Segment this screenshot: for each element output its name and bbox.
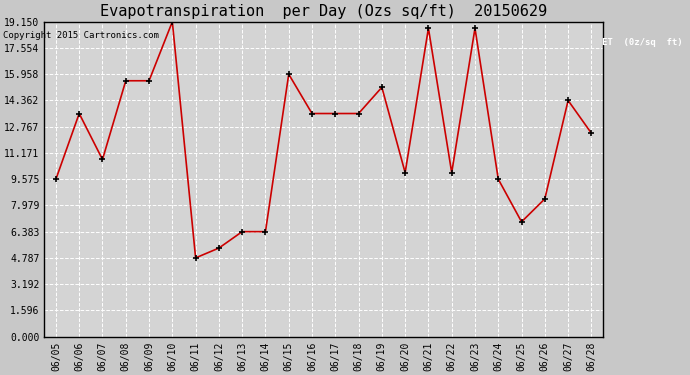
Title: Evapotranspiration  per Day (Ozs sq/ft)  20150629: Evapotranspiration per Day (Ozs sq/ft) 2…	[100, 4, 547, 19]
Text: Copyright 2015 Cartronics.com: Copyright 2015 Cartronics.com	[3, 30, 159, 39]
Text: ET  (0z/sq  ft): ET (0z/sq ft)	[602, 38, 683, 47]
